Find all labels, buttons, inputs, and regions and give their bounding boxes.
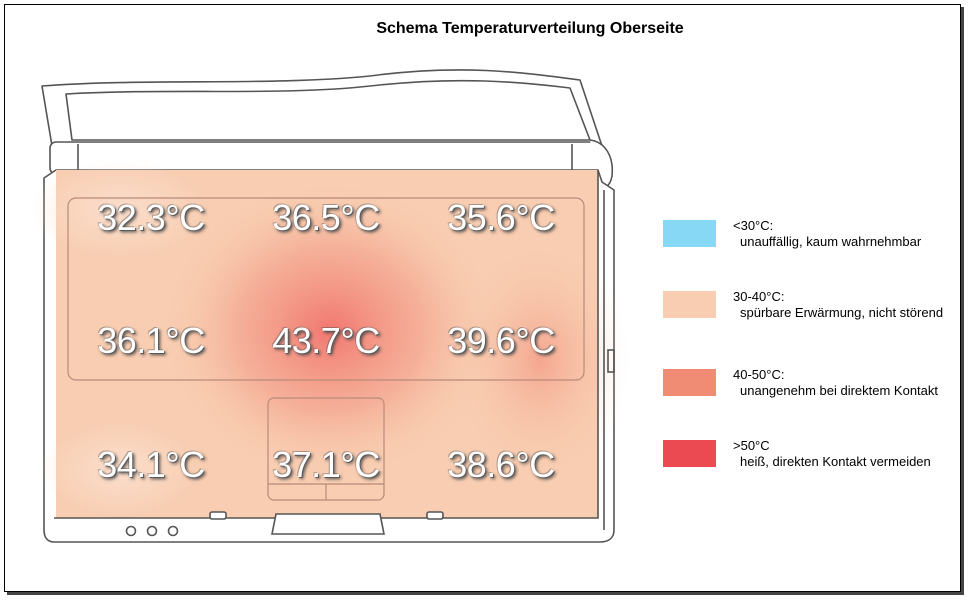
display-lid (41, 69, 614, 189)
cool-bottomleft (40, 420, 200, 520)
legend-description: unauffällig, kaum wahrnehmbar (740, 234, 922, 249)
legend-item: 40-50°C: unangenehm bei direktem Kontakt (663, 367, 963, 409)
legend-swatch (663, 369, 716, 396)
legend-swatch (663, 291, 716, 318)
laptop-base (30, 160, 630, 543)
temperature-reading: 36.5°C (272, 197, 380, 238)
led-2 (146, 525, 158, 537)
hotspot-right (450, 240, 630, 480)
page-title: Schema Temperaturverteilung Oberseite (376, 20, 684, 37)
legend-range: 30-40°C: (733, 289, 785, 304)
legend-swatch (663, 220, 716, 247)
legend-range: 40-50°C: (733, 367, 785, 382)
temperature-reading: 34.1°C (97, 444, 205, 485)
led-1 (125, 525, 137, 537)
temperature-reading: 39.6°C (447, 320, 555, 361)
legend-description: spürbare Erwärmung, nicht störend (740, 305, 944, 320)
legend-range: <30°C: (733, 218, 774, 233)
legend-item: <30°C: unauffällig, kaum wahrnehmbar (663, 218, 963, 260)
led-3 (167, 525, 179, 537)
temperature-reading: 43.7°C (272, 320, 380, 361)
legend-description: unangenehm bei direktem Kontakt (740, 383, 939, 398)
hotspot-center (160, 180, 500, 480)
temperature-reading: 32.3°C (97, 197, 205, 238)
temperature-reading: 35.6°C (447, 197, 555, 238)
temperature-reading: 36.1°C (97, 320, 205, 361)
legend-description: heiß, direkten Kontakt vermeiden (740, 454, 931, 469)
temperature-reading: 38.6°C (447, 444, 555, 485)
legend-item: >50°C heiß, direkten Kontakt vermeiden (663, 438, 963, 480)
front-latch (271, 513, 385, 535)
keyboard-outline (67, 197, 585, 381)
legend-item: 30-40°C: spürbare Erwärmung, nicht stören… (663, 289, 963, 331)
temperature-reading: 37.1°C (272, 444, 380, 485)
latch-right (426, 511, 444, 520)
cool-topleft (30, 160, 210, 260)
latch-left (209, 511, 227, 520)
legend-swatch (663, 440, 716, 467)
legend-range: >50°C (733, 438, 770, 453)
